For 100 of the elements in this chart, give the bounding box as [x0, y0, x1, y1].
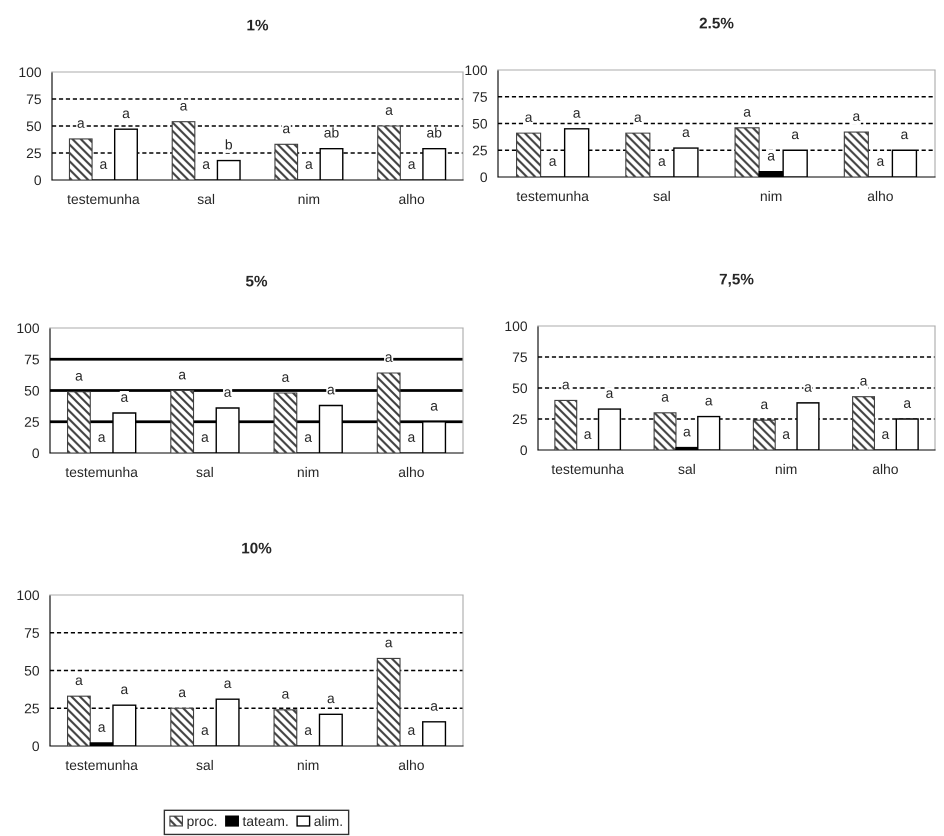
- x-tick-label: alho: [872, 464, 898, 474]
- x-tick-label: alho: [398, 760, 424, 770]
- data-label: a: [385, 354, 393, 362]
- data-label: a: [76, 677, 83, 686]
- data-label: a: [224, 389, 232, 397]
- data-label: a: [282, 374, 290, 382]
- y-tick-label: 75: [24, 628, 40, 638]
- data-label: a: [283, 126, 290, 134]
- y-tick-label: 0: [32, 741, 40, 752]
- data-label: a: [121, 686, 128, 694]
- y-tick-label: 50: [472, 118, 488, 129]
- x-tick-label: alho: [398, 466, 424, 478]
- y-tick-label: 75: [26, 94, 42, 104]
- x-tick-label: testemunha: [67, 194, 140, 204]
- y-tick-label: 0: [520, 445, 528, 456]
- data-label: a: [408, 161, 416, 169]
- data-label: a: [98, 724, 106, 732]
- data-label: a: [562, 382, 570, 390]
- x-tick-label: sal: [196, 466, 213, 478]
- data-label: a: [573, 110, 581, 118]
- x-tick-label: sal: [678, 464, 695, 474]
- legend-label: tateam.: [242, 816, 288, 826]
- x-tick-label: testemunha: [552, 464, 624, 474]
- y-tick-label: 50: [24, 386, 40, 396]
- chart-title: 10%: [242, 542, 272, 554]
- y-tick-label: 100: [505, 321, 528, 332]
- data-label: a: [761, 402, 768, 410]
- chart-title: 1%: [247, 20, 268, 30]
- data-label: a: [430, 403, 438, 411]
- data-label: a: [430, 703, 438, 711]
- y-tick-label: 50: [24, 666, 40, 676]
- y-tick-label: 25: [512, 414, 528, 424]
- x-tick-label: nim: [760, 190, 782, 201]
- data-label: a: [408, 434, 416, 442]
- data-label: a: [744, 109, 751, 117]
- chart-title: 7,5%: [720, 274, 754, 287]
- data-label: a: [634, 114, 642, 122]
- x-tick-label: testemunha: [66, 760, 138, 770]
- y-tick-label: 75: [512, 352, 528, 362]
- x-tick-label: sal: [198, 194, 214, 204]
- data-label: a: [328, 696, 335, 704]
- x-tick-label: sal: [653, 190, 670, 202]
- data-label: a: [525, 114, 532, 122]
- data-label: a: [901, 132, 908, 140]
- y-tick-label: 0: [34, 175, 42, 186]
- data-label: a: [658, 158, 666, 166]
- data-label: a: [328, 386, 335, 394]
- data-label: a: [662, 394, 669, 402]
- data-label: a: [178, 372, 186, 380]
- data-label: a: [782, 431, 790, 439]
- y-tick-label: 50: [512, 383, 528, 394]
- data-label: a: [385, 640, 393, 648]
- chart-title: 5%: [246, 276, 268, 286]
- data-label: a: [202, 161, 210, 169]
- data-label: a: [860, 378, 868, 386]
- data-label: a: [224, 680, 232, 688]
- y-tick-label: 50: [26, 121, 42, 132]
- y-tick-label: 25: [26, 148, 42, 158]
- y-tick-label: 0: [480, 172, 488, 182]
- y-tick-label: 25: [24, 417, 40, 427]
- y-tick-label: 100: [465, 65, 488, 76]
- data-label: b: [226, 139, 232, 150]
- data-label: a: [306, 161, 313, 169]
- data-label: a: [122, 110, 130, 118]
- data-label: a: [202, 727, 209, 735]
- data-label: a: [606, 390, 614, 398]
- data-label: a: [584, 431, 592, 439]
- data-label: ab: [324, 127, 339, 138]
- data-label: a: [304, 727, 312, 735]
- data-label: a: [684, 428, 691, 436]
- y-tick-label: 0: [32, 448, 40, 458]
- y-tick-label: 75: [24, 354, 40, 364]
- y-tick-label: 100: [17, 323, 40, 334]
- x-tick-label: sal: [196, 760, 213, 770]
- data-label: a: [853, 113, 860, 121]
- data-label: a: [78, 120, 85, 128]
- data-label: a: [792, 132, 800, 140]
- x-tick-label: alho: [399, 194, 424, 204]
- data-label: a: [882, 431, 890, 439]
- legend-label: alim.: [314, 816, 342, 826]
- data-label: a: [682, 129, 690, 138]
- y-tick-label: 75: [472, 92, 488, 102]
- x-tick-label: nim: [298, 194, 320, 204]
- y-tick-label: 25: [24, 704, 40, 714]
- data-label: a: [121, 394, 128, 402]
- data-label: a: [304, 434, 312, 442]
- data-label: a: [877, 158, 884, 166]
- y-tick-label: 100: [19, 67, 42, 78]
- data-label: a: [768, 152, 775, 161]
- legend-label: proc.: [187, 818, 216, 829]
- data-label: a: [202, 434, 209, 442]
- y-tick-label: 100: [17, 590, 40, 600]
- data-label: a: [178, 690, 186, 698]
- data-label: a: [904, 400, 912, 408]
- x-tick-label: testemunha: [66, 466, 138, 478]
- data-label: a: [549, 158, 556, 166]
- data-label: a: [804, 384, 812, 392]
- chart-title: 2.5%: [700, 18, 734, 28]
- x-tick-label: nim: [298, 760, 318, 770]
- data-label: a: [705, 398, 713, 406]
